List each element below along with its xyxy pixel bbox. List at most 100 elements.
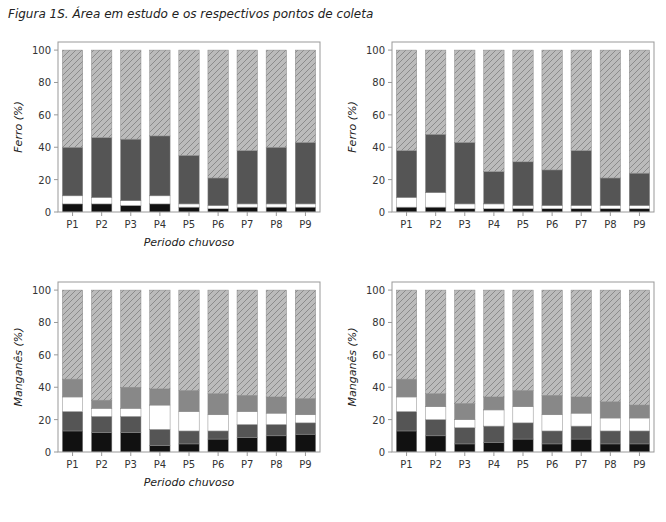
bar-segment: [542, 395, 562, 414]
bar-segment: [600, 178, 620, 206]
bar-segment: [266, 290, 286, 397]
x-tick-label: P7: [575, 219, 587, 230]
x-tick: [406, 452, 407, 456]
bar-segment: [396, 397, 416, 412]
bar-segment: [571, 50, 591, 150]
bar-segment: [266, 397, 286, 413]
bar-segment: [208, 394, 228, 415]
bar-segment: [121, 416, 141, 432]
x-tick-label: P6: [546, 219, 558, 230]
y-tick: [54, 322, 58, 323]
y-tick-label: 20: [38, 175, 51, 186]
x-tick: [610, 452, 611, 456]
x-tick-label: P7: [575, 459, 587, 470]
bar-segment: [600, 444, 620, 452]
bar-segment: [542, 415, 562, 431]
bar-segment: [91, 400, 111, 408]
x-tick: [101, 212, 102, 216]
y-tick: [54, 147, 58, 148]
bar-segment: [150, 405, 170, 429]
bar-segment: [295, 204, 315, 207]
x-tick-label: P1: [66, 219, 78, 230]
x-tick-label: P6: [212, 219, 224, 230]
bar-segment: [91, 433, 111, 452]
bar-segment: [179, 290, 199, 390]
bar-segment: [295, 142, 315, 204]
y-tick-label: 20: [38, 415, 51, 426]
bar-segment: [237, 290, 257, 395]
bar-segment: [513, 439, 533, 452]
y-tick-label: 100: [32, 285, 51, 296]
y-tick: [54, 179, 58, 180]
bar-segment: [629, 431, 649, 444]
x-tick-label: P3: [459, 459, 471, 470]
bar-segment: [629, 173, 649, 205]
y-tick: [388, 82, 392, 83]
x-tick-label: P2: [95, 459, 107, 470]
x-tick: [159, 452, 160, 456]
bar-segment: [179, 444, 199, 452]
bar-segment: [237, 424, 257, 437]
bar-segment: [571, 290, 591, 397]
x-tick-label: P9: [299, 459, 311, 470]
panel: 020406080100P1P2P3P4P5P6P7P8P9Periodo ch…: [12, 282, 320, 489]
y-axis-label: Ferro (%): [12, 101, 25, 152]
bar-segment: [179, 207, 199, 212]
bar-segment: [91, 138, 111, 198]
x-tick: [493, 452, 494, 456]
y-tick-label: 40: [372, 142, 385, 153]
y-tick-label: 40: [38, 382, 51, 393]
bar-segment: [571, 426, 591, 439]
bar-segment: [179, 50, 199, 155]
bar-segment: [455, 420, 475, 428]
bar-segment: [425, 420, 445, 436]
bar-segment: [629, 206, 649, 209]
bar-segment: [513, 206, 533, 209]
bar-segment: [150, 136, 170, 196]
y-tick: [388, 419, 392, 420]
x-tick-label: P5: [183, 219, 195, 230]
bar-segment: [62, 290, 82, 379]
bar-segment: [396, 150, 416, 197]
y-tick-label: 0: [45, 447, 51, 458]
bar-segment: [266, 204, 286, 207]
bar-segment: [237, 437, 257, 452]
bar-segment: [295, 415, 315, 423]
y-tick: [388, 114, 392, 115]
bar-segment: [179, 155, 199, 204]
bar-segment: [91, 416, 111, 432]
bar-segment: [62, 50, 82, 147]
y-tick-label: 60: [372, 110, 385, 121]
bar-segment: [208, 415, 228, 431]
x-tick-label: P2: [429, 219, 441, 230]
bar-segment: [121, 206, 141, 212]
x-tick-label: P9: [633, 459, 645, 470]
x-tick: [581, 212, 582, 216]
bar-segment: [571, 439, 591, 452]
bar-segment: [425, 207, 445, 212]
y-tick: [54, 114, 58, 115]
bar-segment: [237, 204, 257, 207]
bar-segment: [600, 206, 620, 209]
bar-segment: [425, 394, 445, 407]
y-tick-label: 60: [38, 350, 51, 361]
x-tick: [189, 452, 190, 456]
bar-segment: [91, 204, 111, 212]
bar-segment: [513, 407, 533, 423]
bar-segment: [513, 423, 533, 439]
bar-segment: [455, 290, 475, 403]
x-tick: [639, 212, 640, 216]
bar-segment: [542, 444, 562, 452]
y-axis-label: Ferro (%): [346, 101, 359, 152]
bar-segment: [629, 405, 649, 418]
x-tick-label: P7: [241, 459, 253, 470]
bar-segment: [295, 50, 315, 142]
bar-segment: [513, 162, 533, 206]
y-tick-label: 40: [38, 142, 51, 153]
y-tick-label: 100: [366, 285, 385, 296]
bar-segment: [425, 50, 445, 134]
panel: 020406080100P1P2P3P4P5P6P7P8P9Ferro (%): [346, 42, 654, 230]
bar-segment: [600, 402, 620, 418]
bar-segment: [513, 390, 533, 406]
bar-segment: [542, 290, 562, 395]
